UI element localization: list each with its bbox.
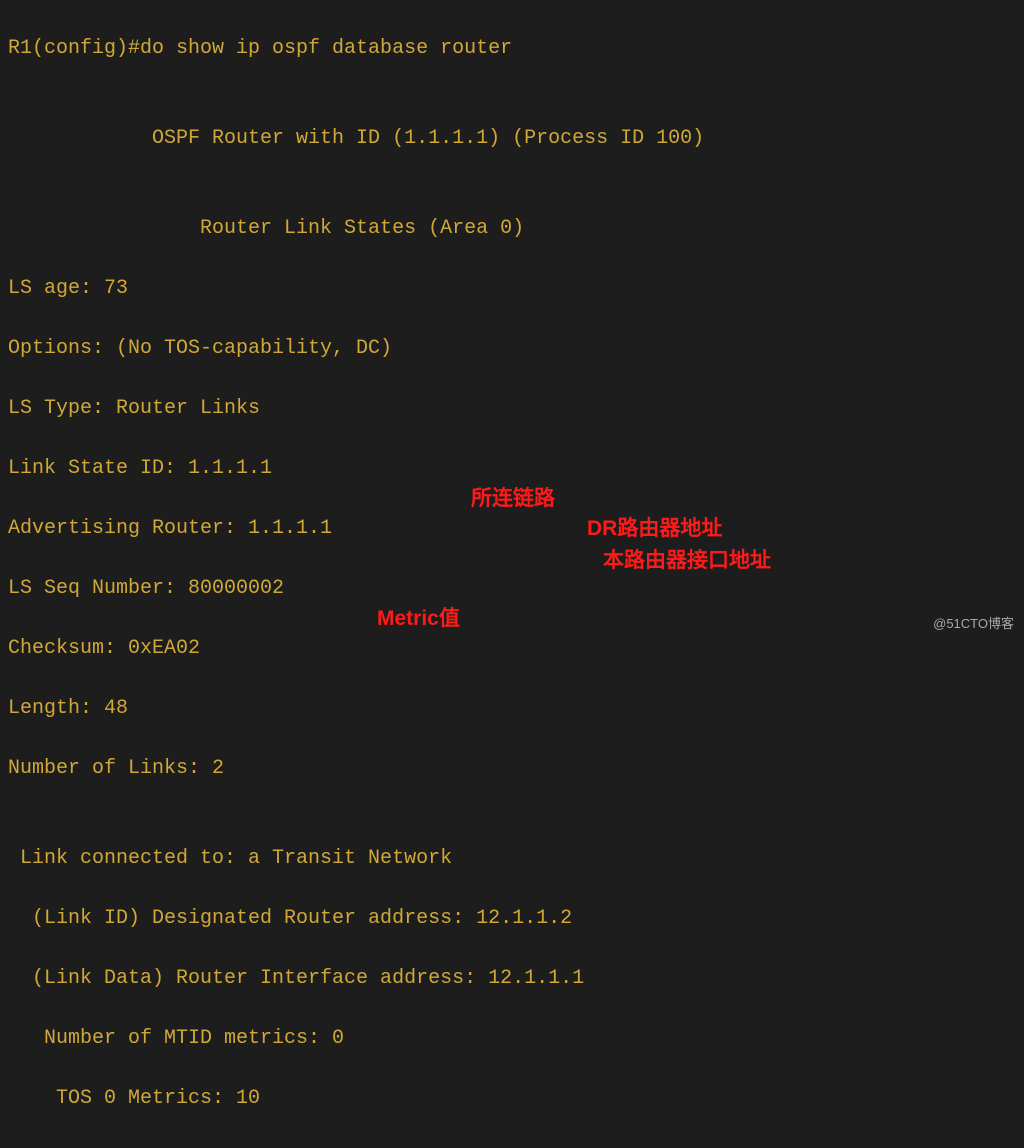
terminal-line: Number of MTID metrics: 0: [8, 1024, 1016, 1054]
terminal-line: Router Link States (Area 0): [8, 214, 1016, 244]
terminal-line: Link State ID: 1.1.1.1: [8, 454, 1016, 484]
terminal-output: R1(config)#do show ip ospf database rout…: [0, 0, 1024, 1148]
terminal-line: OSPF Router with ID (1.1.1.1) (Process I…: [8, 124, 1016, 154]
annotation-metric: Metric值: [377, 603, 460, 635]
terminal-line: Link connected to: a Transit Network: [8, 844, 1016, 874]
terminal-line: Advertising Router: 1.1.1.1: [8, 514, 1016, 544]
terminal-line: Number of Links: 2: [8, 754, 1016, 784]
terminal-line: LS Seq Number: 80000002: [8, 574, 1016, 604]
terminal-line: Options: (No TOS-capability, DC): [8, 334, 1016, 364]
annotation-interface-address: 本路由器接口地址: [603, 545, 771, 577]
terminal-line: LS age: 73: [8, 274, 1016, 304]
terminal-line: LS Type: Router Links: [8, 394, 1016, 424]
watermark: @51CTO博客: [933, 614, 1014, 634]
annotation-link-connected: 所连链路: [471, 483, 555, 515]
terminal-line: TOS 0 Metrics: 10: [8, 1084, 1016, 1114]
terminal-line: (Link ID) Designated Router address: 12.…: [8, 904, 1016, 934]
terminal-line: R1(config)#do show ip ospf database rout…: [8, 34, 1016, 64]
terminal-line: (Link Data) Router Interface address: 12…: [8, 964, 1016, 994]
annotation-dr-address: DR路由器地址: [587, 513, 722, 545]
terminal-line: Length: 48: [8, 694, 1016, 724]
